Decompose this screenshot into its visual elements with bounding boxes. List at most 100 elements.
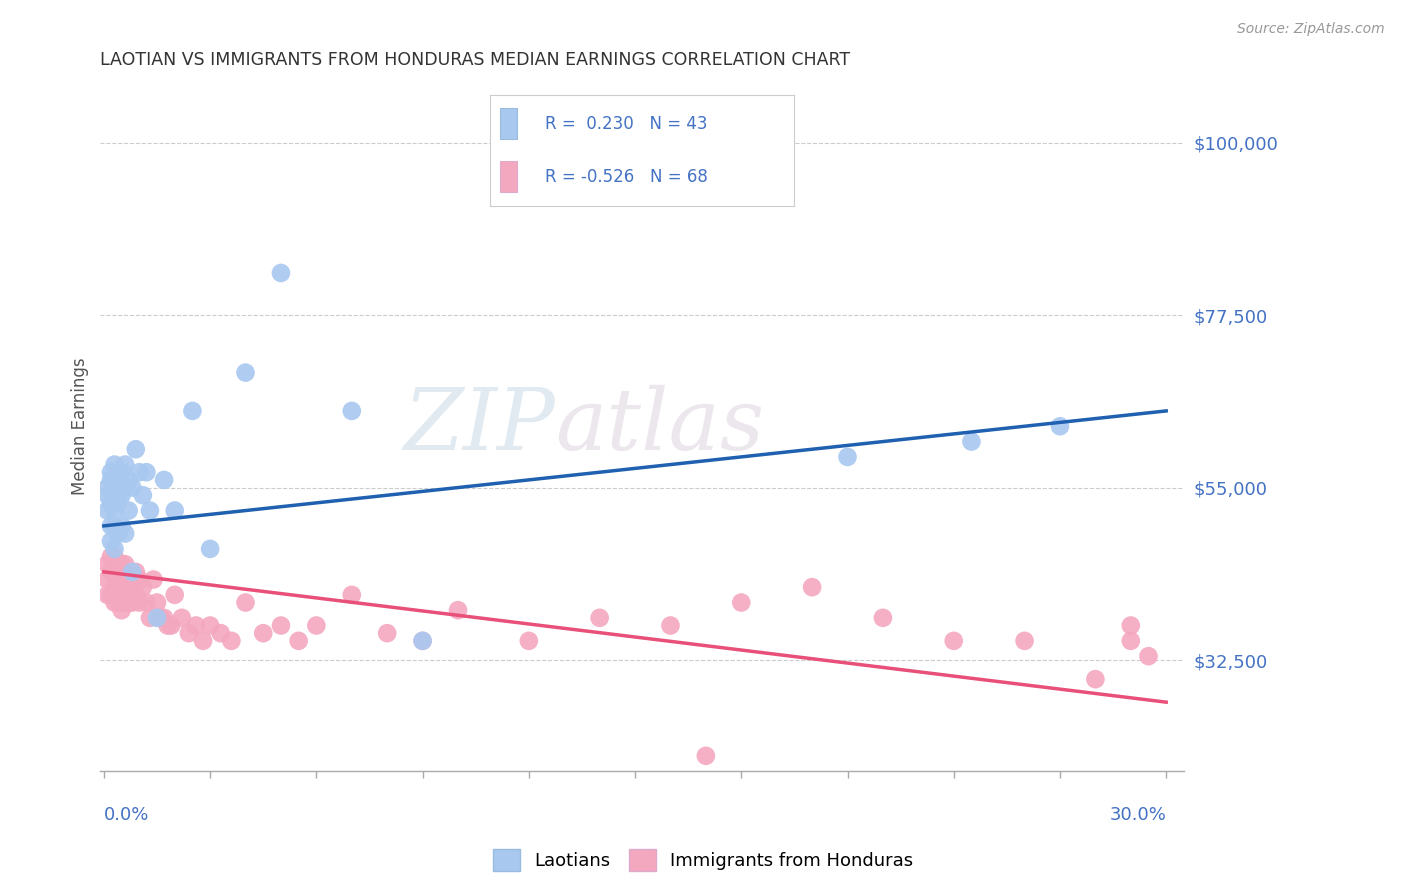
Point	[517, 633, 540, 648]
Point	[107, 473, 129, 487]
Point	[153, 611, 176, 625]
Point	[118, 503, 141, 517]
Point	[96, 558, 118, 572]
Point	[960, 434, 983, 449]
Point	[100, 588, 122, 602]
Point	[340, 588, 363, 602]
Point	[100, 473, 122, 487]
Point	[163, 588, 186, 602]
Point	[118, 565, 141, 579]
Point	[100, 519, 122, 533]
Point	[447, 603, 470, 617]
Point	[100, 549, 122, 564]
Legend: Laotians, Immigrants from Honduras: Laotians, Immigrants from Honduras	[485, 842, 921, 879]
Text: Source: ZipAtlas.com: Source: ZipAtlas.com	[1237, 22, 1385, 37]
Text: 30.0%: 30.0%	[1109, 805, 1166, 823]
Point	[1119, 633, 1142, 648]
Point	[110, 603, 132, 617]
Point	[96, 503, 118, 517]
Point	[1119, 618, 1142, 632]
Point	[96, 588, 118, 602]
Point	[375, 626, 398, 640]
Point	[110, 558, 132, 572]
Point	[103, 549, 125, 564]
Point	[659, 618, 682, 632]
Point	[114, 595, 136, 609]
Point	[103, 458, 125, 472]
Point	[103, 541, 125, 556]
Point	[139, 611, 162, 625]
Point	[128, 573, 150, 587]
Point	[149, 611, 172, 625]
Point	[107, 595, 129, 609]
Point	[128, 465, 150, 479]
Point	[340, 404, 363, 418]
Point	[96, 488, 118, 502]
Point	[100, 565, 122, 579]
Point	[287, 633, 309, 648]
Point	[184, 618, 207, 632]
Point	[96, 481, 118, 495]
Point	[221, 633, 243, 648]
Point	[1084, 672, 1107, 686]
Point	[191, 633, 214, 648]
Point	[135, 465, 157, 479]
Point	[110, 580, 132, 594]
Point	[146, 595, 169, 609]
Point	[837, 450, 859, 464]
Point	[163, 503, 186, 517]
Point	[110, 488, 132, 502]
Point	[128, 595, 150, 609]
Point	[100, 496, 122, 510]
Point	[121, 481, 143, 495]
Point	[156, 618, 179, 632]
Point	[103, 503, 125, 517]
Point	[305, 618, 328, 632]
Point	[942, 633, 965, 648]
Point	[181, 404, 204, 418]
Point	[801, 580, 824, 594]
Point	[114, 573, 136, 587]
Point	[125, 442, 148, 457]
Point	[110, 573, 132, 587]
Point	[100, 534, 122, 549]
Point	[588, 611, 610, 625]
Point	[107, 496, 129, 510]
Point	[103, 481, 125, 495]
Point	[270, 618, 292, 632]
Text: atlas: atlas	[555, 385, 765, 467]
Point	[96, 573, 118, 587]
Point	[132, 488, 155, 502]
Point	[125, 588, 148, 602]
Point	[235, 595, 257, 609]
Point	[107, 573, 129, 587]
Point	[110, 519, 132, 533]
Point	[412, 633, 434, 648]
Point	[177, 626, 200, 640]
Point	[209, 626, 232, 640]
Point	[730, 595, 752, 609]
Point	[135, 595, 157, 609]
Point	[270, 266, 292, 280]
Point	[118, 595, 141, 609]
Point	[118, 473, 141, 487]
Point	[103, 565, 125, 579]
Point	[872, 611, 894, 625]
Point	[142, 573, 165, 587]
Point	[114, 458, 136, 472]
Point	[153, 473, 176, 487]
Text: ZIP: ZIP	[404, 385, 555, 467]
Y-axis label: Median Earnings: Median Earnings	[72, 358, 89, 495]
Point	[107, 558, 129, 572]
Point	[1014, 633, 1036, 648]
Point	[110, 465, 132, 479]
Text: 0.0%: 0.0%	[104, 805, 149, 823]
Point	[114, 481, 136, 495]
Point	[252, 626, 274, 640]
Point	[125, 565, 148, 579]
Point	[1137, 649, 1160, 664]
Point	[103, 519, 125, 533]
Point	[114, 526, 136, 541]
Point	[100, 465, 122, 479]
Point	[198, 541, 221, 556]
